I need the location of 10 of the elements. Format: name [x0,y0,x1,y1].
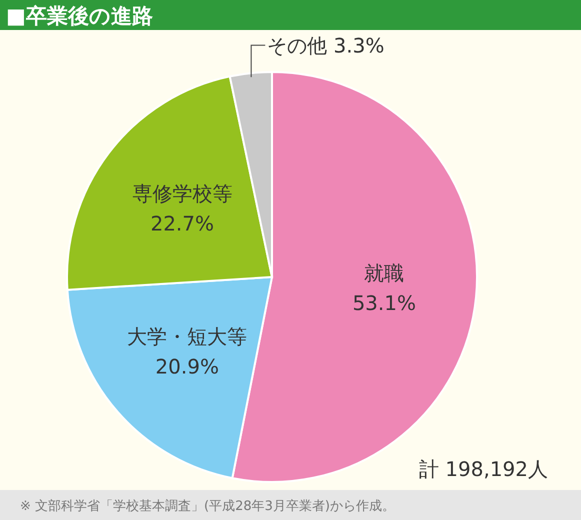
data-label: 20.9% [155,354,219,378]
data-label: 22.7% [150,212,214,236]
text: 計 198,192人 [418,457,548,481]
slice-label: 就職 [364,260,404,285]
text: ※ 文部科学省「学校基本調査」(平成28年3月卒業者)から作成。 [20,499,395,514]
slice-label: 専修学校等 [132,182,232,206]
slice-label: その他 3.3% [267,33,384,58]
data-label: 53.1% [352,290,416,315]
chart-title: ■卒業後の進路 [6,4,153,28]
slice-label: 大学・短大等 [127,324,248,348]
